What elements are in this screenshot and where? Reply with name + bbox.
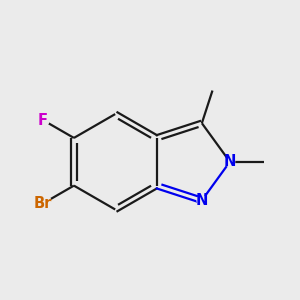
Text: Br: Br xyxy=(34,196,52,211)
Circle shape xyxy=(37,114,49,126)
Circle shape xyxy=(197,196,207,205)
Circle shape xyxy=(225,157,235,166)
Text: F: F xyxy=(38,112,48,128)
Circle shape xyxy=(34,195,52,212)
Text: N: N xyxy=(196,193,208,208)
Text: N: N xyxy=(224,154,236,169)
